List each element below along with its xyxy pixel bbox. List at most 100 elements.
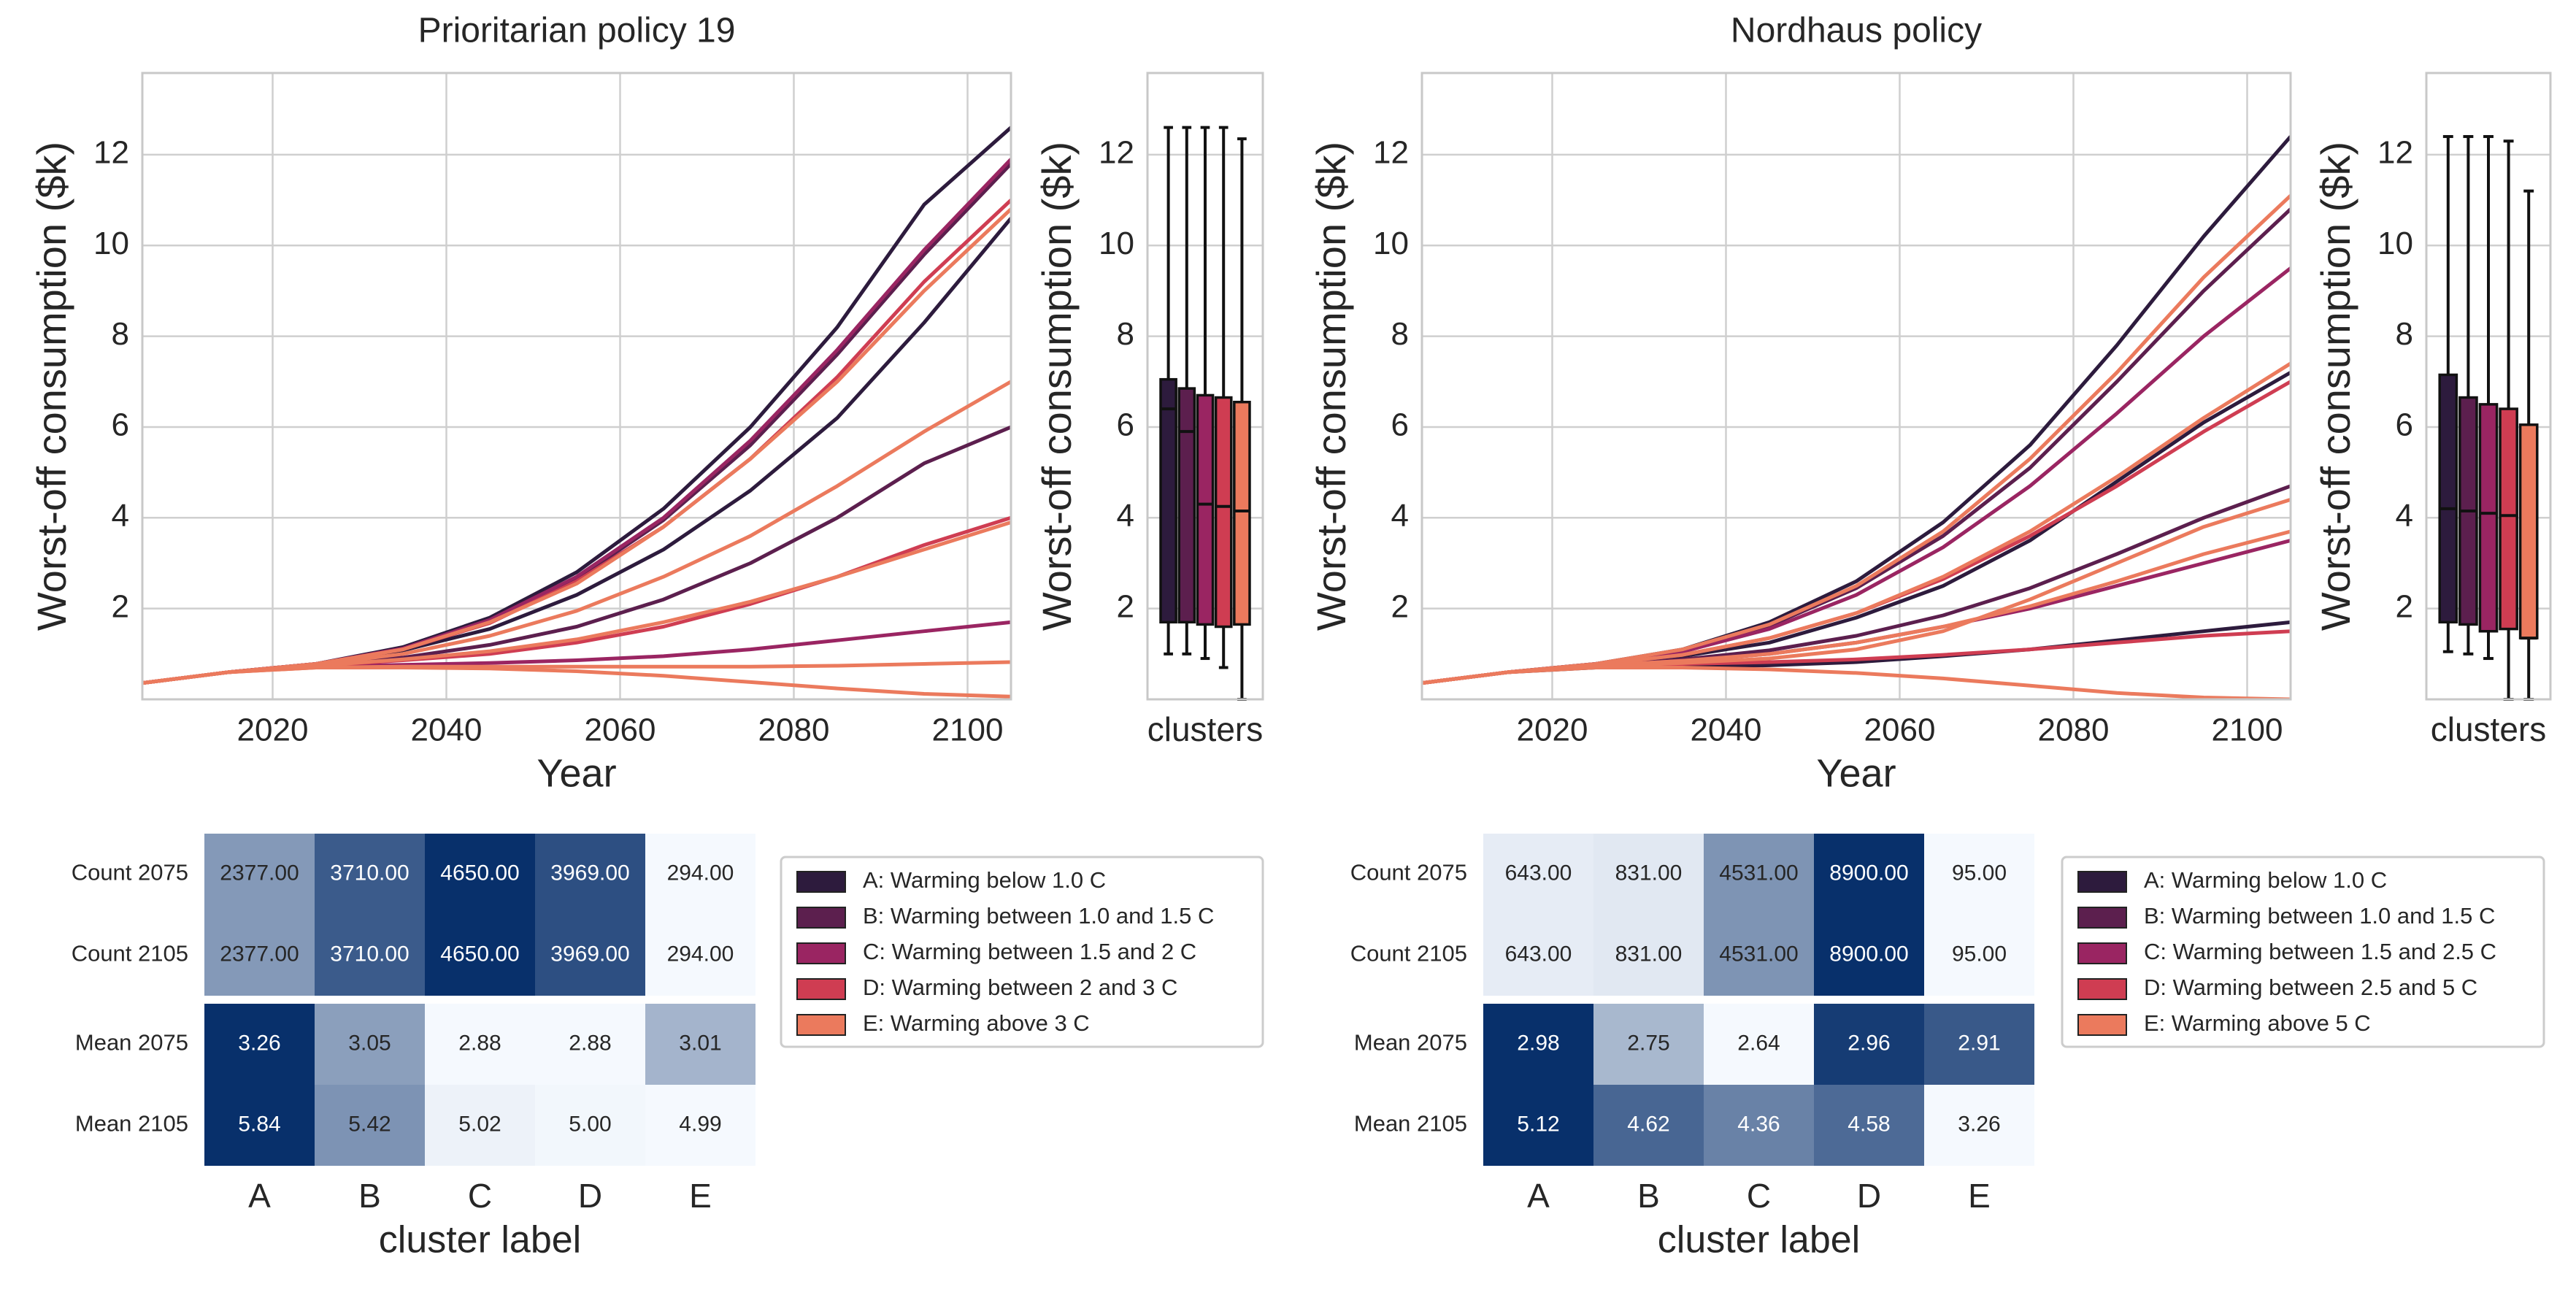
y-tick-label: 4	[112, 498, 129, 534]
legend-swatch	[796, 978, 846, 1000]
y-tick-label: 8	[112, 316, 129, 352]
box-body	[1196, 393, 1215, 626]
heatmap-cell	[1704, 915, 1814, 996]
heatmap-cell	[1814, 1085, 1924, 1166]
cell-value: 5.12	[1517, 1112, 1559, 1136]
legend-item: E: Warming above 5 C	[2077, 1010, 2371, 1036]
cell-value: 3.05	[348, 1031, 391, 1055]
cell-value: 2.96	[1848, 1031, 1890, 1055]
y-tick-label: 6	[2396, 407, 2413, 443]
y-tick-label: 6	[1117, 407, 1134, 443]
column-label: A	[1527, 1177, 1550, 1215]
y-tick-label: 4	[2396, 498, 2413, 534]
heatmap-cell	[204, 1004, 315, 1085]
legend-box	[780, 856, 1264, 1048]
heatmap-row: 3.26 3.05 2.88 2.88 3.01 Mean 2075	[75, 1004, 756, 1085]
y-axis-label: Worst-off consumption ($k)	[2312, 142, 2358, 631]
x-axis-label: Year	[1816, 751, 1896, 795]
row-label: Mean 2075	[75, 1030, 188, 1056]
y-tick-label: 8	[1117, 316, 1134, 352]
legend-2: A: Warming below 1.0 C B: Warming between…	[780, 856, 1264, 1048]
legend-swatch	[796, 942, 846, 964]
box-body	[1214, 396, 1233, 629]
y-axis-label: Worst-off consumption ($k)	[1034, 142, 1080, 631]
cell-value: 4.62	[1627, 1112, 1669, 1136]
heatmap-row: 2377.00 3710.00 4650.00 3969.00 294.00 Count …	[72, 834, 756, 915]
legend-item: A: Warming below 1.0 C	[796, 867, 1106, 893]
legend-item: B: Warming between 1.0 and 1.5 C	[2077, 903, 2495, 929]
y-tick-label: 8	[2396, 316, 2413, 352]
cell-value: 4531.00	[1719, 942, 1798, 966]
heatmap-cell	[1704, 1085, 1814, 1166]
line-panel-3: 2020 2040 2060 2080 2100 2 4 6 8 10 12 Nordhaus pol…	[1308, 12, 2292, 795]
heatmap-cell	[645, 834, 756, 915]
heatmap-cell	[204, 1085, 315, 1166]
column-label: B	[358, 1177, 381, 1215]
legend-item: D: Warming between 2.5 and 5 C	[2077, 975, 2477, 1000]
y-axis-label: Worst-off consumption ($k)	[1308, 142, 1354, 631]
heatmap-cell	[535, 834, 645, 915]
heatmap-row: 2377.00 3710.00 4650.00 3969.00 294.00 Count …	[72, 915, 756, 996]
cell-value: 4.99	[679, 1112, 721, 1136]
x-tick-label: 2020	[1517, 712, 1588, 748]
heatmap-cell	[1704, 1004, 1814, 1085]
plot-frame	[2425, 72, 2552, 701]
y-tick-label: 10	[1099, 226, 1134, 261]
legend-item: E: Warming above 3 C	[796, 1010, 1090, 1036]
row-label: Count 2105	[1350, 941, 1467, 967]
box-A	[2438, 135, 2458, 653]
heatmap-cell	[1924, 1004, 2034, 1085]
legend-item: C: Warming between 1.5 and 2 C	[796, 939, 1196, 964]
heatmap-cell	[645, 915, 756, 996]
legend-swatch	[2077, 942, 2127, 964]
y-tick-label: 2	[1117, 588, 1134, 624]
legend-label: B: Warming between 1.0 and 1.5 C	[863, 903, 1214, 929]
x-axis-label: Year	[537, 751, 616, 795]
heatmap-cell	[1924, 834, 2034, 915]
box-C	[1196, 126, 1215, 661]
plot-frame	[1420, 72, 2292, 701]
y-tick-label: 12	[2377, 135, 2413, 171]
box-body	[2499, 407, 2518, 631]
column-label: A	[248, 1177, 271, 1215]
legend-label: A: Warming below 1.0 C	[863, 867, 1106, 893]
heatmap-cell	[425, 915, 535, 996]
legend-5: A: Warming below 1.0 C B: Warming between…	[2061, 856, 2545, 1048]
heatmap-cell	[425, 834, 535, 915]
legend-label: E: Warming above 5 C	[2144, 1010, 2371, 1036]
heatmap-cell	[1814, 915, 1924, 996]
heatmap-cell	[315, 1085, 425, 1166]
heatmap-cell	[645, 1004, 756, 1085]
box-E	[1233, 137, 1251, 701]
heatmap-cell	[1814, 834, 1924, 915]
y-tick-label: 2	[1391, 588, 1409, 624]
legend-swatch	[2077, 907, 2127, 929]
legend-label: D: Warming between 2.5 and 5 C	[2144, 975, 2477, 1000]
heatmap-cell	[315, 834, 425, 915]
box-C	[2478, 135, 2499, 661]
cell-value: 643.00	[1505, 942, 1572, 966]
y-tick-label: 8	[1391, 316, 1409, 352]
y-tick-label: 2	[2396, 588, 2413, 624]
column-label: B	[1637, 1177, 1660, 1215]
x-tick-label: 2080	[758, 712, 830, 748]
y-axis-label: Worst-off consumption ($k)	[28, 142, 74, 631]
cell-value: 643.00	[1505, 861, 1572, 885]
cell-value: 5.42	[348, 1112, 391, 1136]
series-line-E	[142, 666, 1011, 699]
heatmap-row: 2.98 2.75 2.64 2.96 2.91 Mean 2075	[1354, 1004, 2034, 1085]
box-body	[2478, 403, 2499, 633]
legend-label: E: Warming above 3 C	[863, 1010, 1090, 1036]
x-axis-label: clusters	[1147, 710, 1263, 748]
cell-value: 2.98	[1517, 1031, 1559, 1055]
y-tick-label: 10	[93, 226, 129, 261]
cell-value: 831.00	[1615, 942, 1683, 966]
heatmap-cell	[204, 834, 315, 915]
legend-label: C: Warming between 1.5 and 2.5 C	[2144, 939, 2496, 964]
y-tick-label: 6	[112, 407, 129, 443]
row-label: Count 2075	[72, 860, 188, 885]
cell-value: 3969.00	[550, 942, 629, 966]
column-label: D	[578, 1177, 602, 1215]
row-label: Mean 2105	[75, 1111, 188, 1137]
